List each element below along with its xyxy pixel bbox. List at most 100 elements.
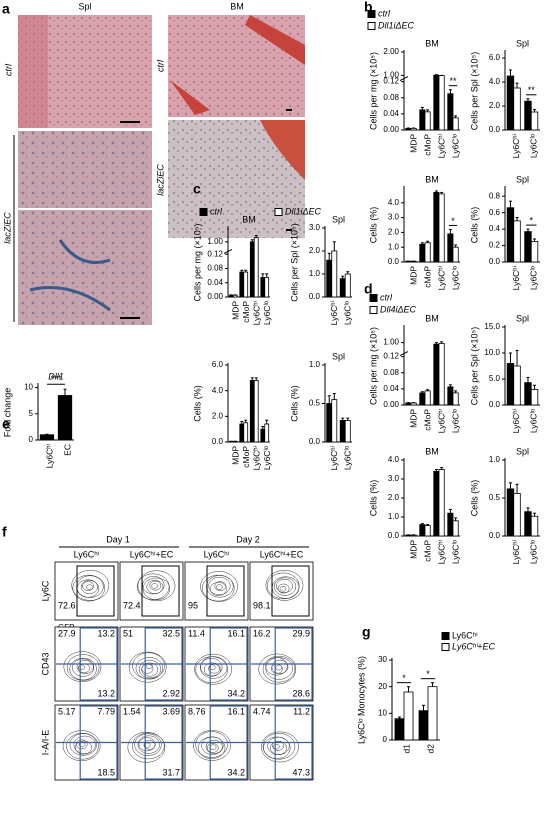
x-tick-label: cMoP — [241, 301, 251, 323]
gate-value: 29.9 — [292, 628, 310, 638]
y-tick-label: 2.0 — [388, 228, 400, 237]
y-tick-label: 0.0 — [489, 257, 501, 266]
y-tick-label: 6.0 — [212, 360, 224, 369]
contour — [71, 569, 110, 601]
contour — [193, 730, 231, 761]
significance: * — [451, 216, 455, 226]
bar — [433, 192, 440, 263]
contour — [136, 573, 170, 601]
bone — [260, 120, 305, 180]
bar — [438, 469, 445, 537]
y-axis-label: Cells (%) — [469, 480, 479, 517]
bar — [530, 388, 539, 406]
contour — [271, 659, 289, 674]
x-tick-label: Ly6Cˡᵒ — [529, 266, 539, 290]
bar — [506, 75, 515, 131]
contour — [209, 581, 227, 596]
contour — [146, 579, 164, 594]
x-tick-label: Ly6Cˡᵒ — [529, 409, 539, 433]
chart-title: Spl — [332, 351, 345, 361]
bar — [264, 276, 270, 298]
bar — [239, 423, 245, 443]
gate-value: 13.2 — [97, 628, 115, 638]
contour — [78, 741, 86, 748]
bar — [394, 718, 405, 741]
gate-value: 28.6 — [292, 688, 310, 698]
legend-label: Dll4iΔEC — [380, 304, 417, 314]
contour — [265, 657, 293, 680]
y-tick-label: 0.5 — [309, 399, 321, 408]
gate-value: 2.92 — [162, 688, 180, 698]
bar — [326, 403, 333, 443]
row-label: lacZiEC — [155, 164, 165, 196]
bar — [427, 686, 438, 741]
contour — [262, 732, 296, 760]
contour — [263, 736, 291, 759]
histology-region — [18, 15, 48, 128]
x-tick-label: cMoP — [422, 266, 432, 288]
chart-title: Dll1 — [48, 371, 64, 381]
gate-value: 1.54 — [123, 706, 141, 716]
y-tick-label: 1.00 — [207, 237, 223, 246]
x-tick-label: d2 — [425, 744, 435, 754]
y-tick-label: 0.04 — [383, 384, 399, 393]
y-tick-label: 0.4 — [489, 224, 501, 233]
chart-title: BM — [425, 446, 439, 456]
chart-title: Spl — [516, 446, 529, 456]
legend-label: ctrl — [378, 8, 391, 18]
bar — [339, 278, 346, 298]
gate-value: 18.5 — [97, 767, 115, 777]
contour — [66, 732, 99, 760]
legend-swatch — [441, 632, 450, 640]
bar — [452, 246, 459, 263]
contour — [279, 585, 287, 592]
contour — [142, 576, 165, 595]
y-tick-label: 0.0 — [388, 531, 400, 540]
bar — [243, 271, 249, 298]
bar — [424, 242, 431, 263]
contour — [194, 653, 233, 685]
significance: ** — [449, 76, 457, 86]
x-tick-label: EC — [62, 444, 72, 456]
chart-title: BM — [242, 214, 256, 224]
gate-value: 13.2 — [97, 688, 115, 698]
bar — [438, 75, 445, 131]
y-tick-label: 0.6 — [489, 208, 501, 217]
contour — [69, 657, 97, 681]
gate-value: 16.2 — [253, 628, 271, 638]
contour — [132, 652, 165, 680]
bar — [513, 365, 521, 406]
contour — [69, 733, 97, 756]
x-tick-label: MDP — [231, 301, 241, 320]
y-axis-label: Cells (%) — [368, 207, 378, 244]
bar — [249, 379, 255, 443]
contour — [216, 584, 223, 590]
x-tick-label: Ly6Cˡᵒ — [529, 134, 539, 158]
y-tick-label: 2.0 — [309, 246, 321, 255]
bar — [424, 111, 431, 131]
gate-value: 16.1 — [227, 706, 245, 716]
bar — [506, 488, 515, 537]
y-axis-label: Cells (%) — [192, 385, 202, 422]
bar — [419, 109, 426, 131]
gate-value: 11.2 — [293, 706, 310, 716]
bar — [239, 271, 245, 298]
gate-value: 51 — [123, 628, 133, 638]
y-tick-label: 1.0 — [388, 242, 400, 251]
bar — [419, 524, 426, 537]
flow-frame — [184, 561, 249, 621]
significance: * — [402, 673, 406, 683]
x-tick-label: MDP — [408, 540, 418, 559]
day-label: Day 2 — [236, 534, 260, 544]
y-axis-label: Cells per Spl (×10⁵) — [469, 327, 479, 406]
y-tick-label: 0.04 — [383, 109, 399, 118]
x-tick-label: Ly6Cˡᵒ — [343, 446, 353, 470]
x-tick-label: Ly6Cʰⁱ — [252, 301, 262, 326]
y-tick-label: 1.0 — [309, 269, 321, 278]
bar — [410, 402, 417, 406]
contour — [86, 584, 93, 590]
gate — [76, 565, 115, 617]
bar — [506, 362, 515, 406]
y-tick-label: 4.0 — [388, 198, 400, 207]
x-tick-label: d1 — [401, 744, 411, 754]
